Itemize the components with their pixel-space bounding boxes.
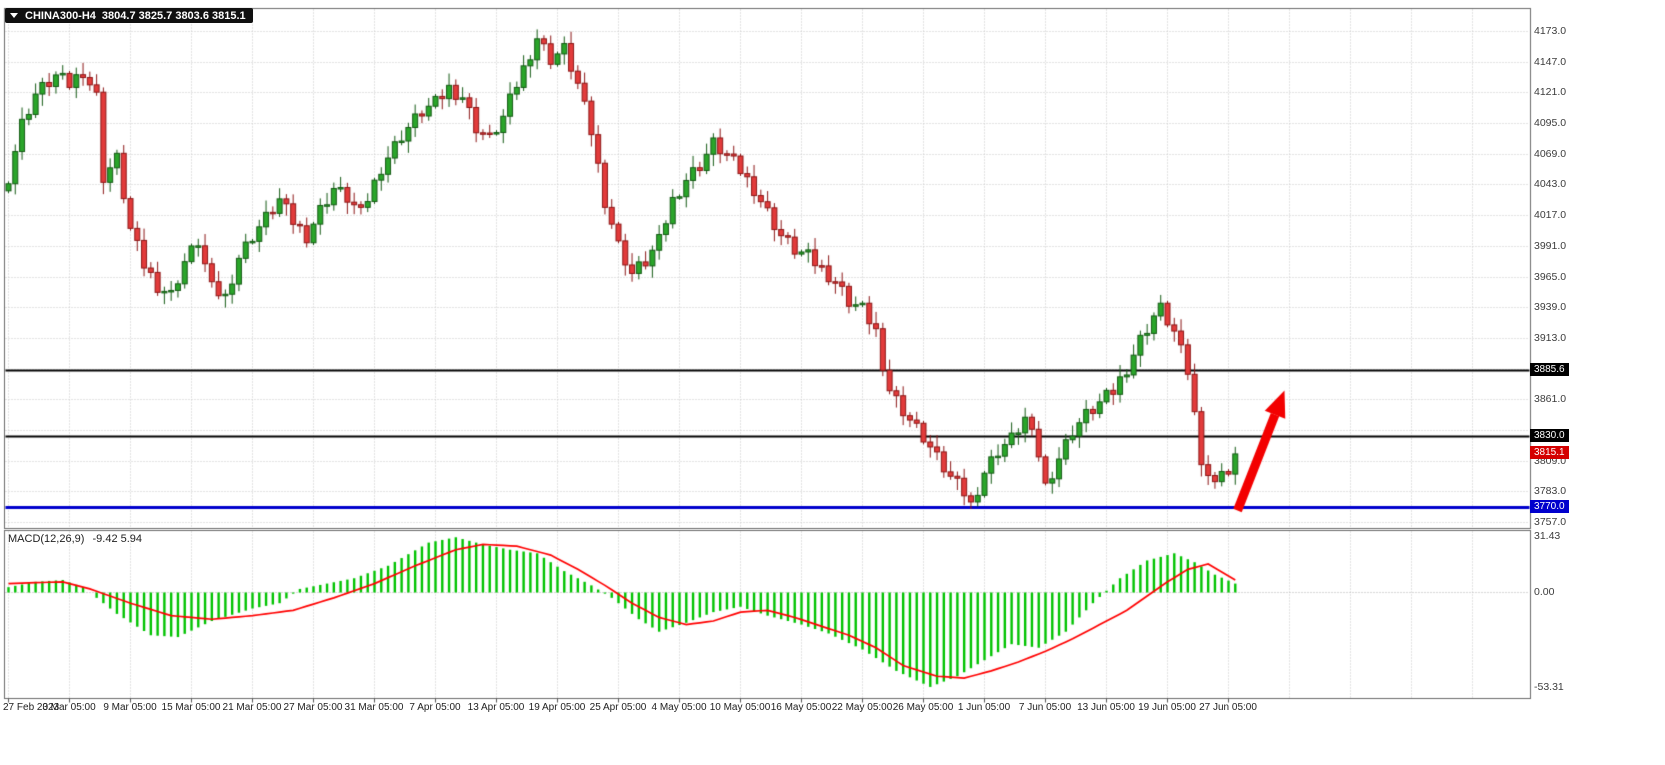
price-axis-label: 3757.0 [1534,516,1567,528]
macd-indicator-name: MACD(12,26,9) [8,533,85,545]
time-axis-label: 9 Mar 05:00 [103,702,157,713]
time-axis-label: 21 Mar 05:00 [222,702,282,713]
time-axis-label: 27 Jun 05:00 [1199,702,1257,713]
time-axis-label: 27 Mar 05:00 [283,702,343,713]
symbol-name: CHINA300-H4 [25,9,96,22]
price-level-badge: 3885.6 [1530,363,1569,377]
time-axis-label: 19 Apr 05:00 [528,702,586,713]
macd-axis-label: 31.43 [1534,530,1561,542]
time-axis-label: 16 May 05:00 [770,702,832,713]
price-axis-label: 4121.0 [1534,86,1567,99]
price-axis-label: 3965.0 [1534,270,1567,283]
price-axis-label: 3991.0 [1534,239,1567,252]
time-axis-label: 4 May 05:00 [651,702,707,713]
time-axis-label: 1 Jun 05:00 [957,702,1011,713]
symbol-dropdown-button[interactable] [8,10,19,21]
symbol-title: CHINA300-H4 3804.7 3825.7 3803.6 3815.1 [5,8,253,23]
price-axis-label: 4147.0 [1534,55,1567,68]
price-axis-label: 4069.0 [1534,147,1567,160]
macd-axis-label: 0.00 [1534,586,1555,598]
price-axis-label: 4173.0 [1534,25,1567,37]
price-axis-label: 3913.0 [1534,331,1567,344]
time-axis-label: 22 May 05:00 [831,702,893,713]
time-axis-label: 3 Mar 05:00 [42,702,96,713]
symbol-ohlc: 3804.7 3825.7 3803.6 3815.1 [101,9,246,22]
time-axis-label: 19 Jun 05:00 [1138,702,1196,713]
time-axis-label: 31 Mar 05:00 [344,702,404,713]
price-level-badge: 3770.0 [1530,499,1569,513]
time-axis-label: 7 Apr 05:00 [409,702,461,713]
macd-label: MACD(12,26,9) -9.42 5.94 [8,533,142,545]
chevron-down-icon [9,13,18,18]
time-axis-label: 25 Apr 05:00 [589,702,647,713]
time-axis-label: 15 Mar 05:00 [161,702,221,713]
time-axis-label: 7 Jun 05:00 [1018,702,1072,713]
time-axis-label: 26 May 05:00 [892,702,954,713]
macd-indicator-values: -9.42 5.94 [92,533,143,545]
macd-axis-label: -53.31 [1534,680,1564,693]
price-axis-label: 3783.0 [1534,485,1567,498]
time-axis-label: 10 May 05:00 [709,702,771,713]
price-axis-label: 4095.0 [1534,117,1567,130]
price-axis-label: 3861.0 [1534,393,1567,406]
price-level-badge: 3815.1 [1530,446,1569,460]
price-level-badge: 3830.0 [1530,428,1569,442]
price-axis-label: 4043.0 [1534,178,1567,191]
time-axis-label: 13 Apr 05:00 [467,702,525,713]
time-axis-label: 13 Jun 05:00 [1077,702,1135,713]
price-axis-label: 4017.0 [1534,209,1567,222]
price-axis-label: 3939.0 [1534,301,1567,314]
time-axis-label: 27 Feb 2023 [3,702,60,713]
